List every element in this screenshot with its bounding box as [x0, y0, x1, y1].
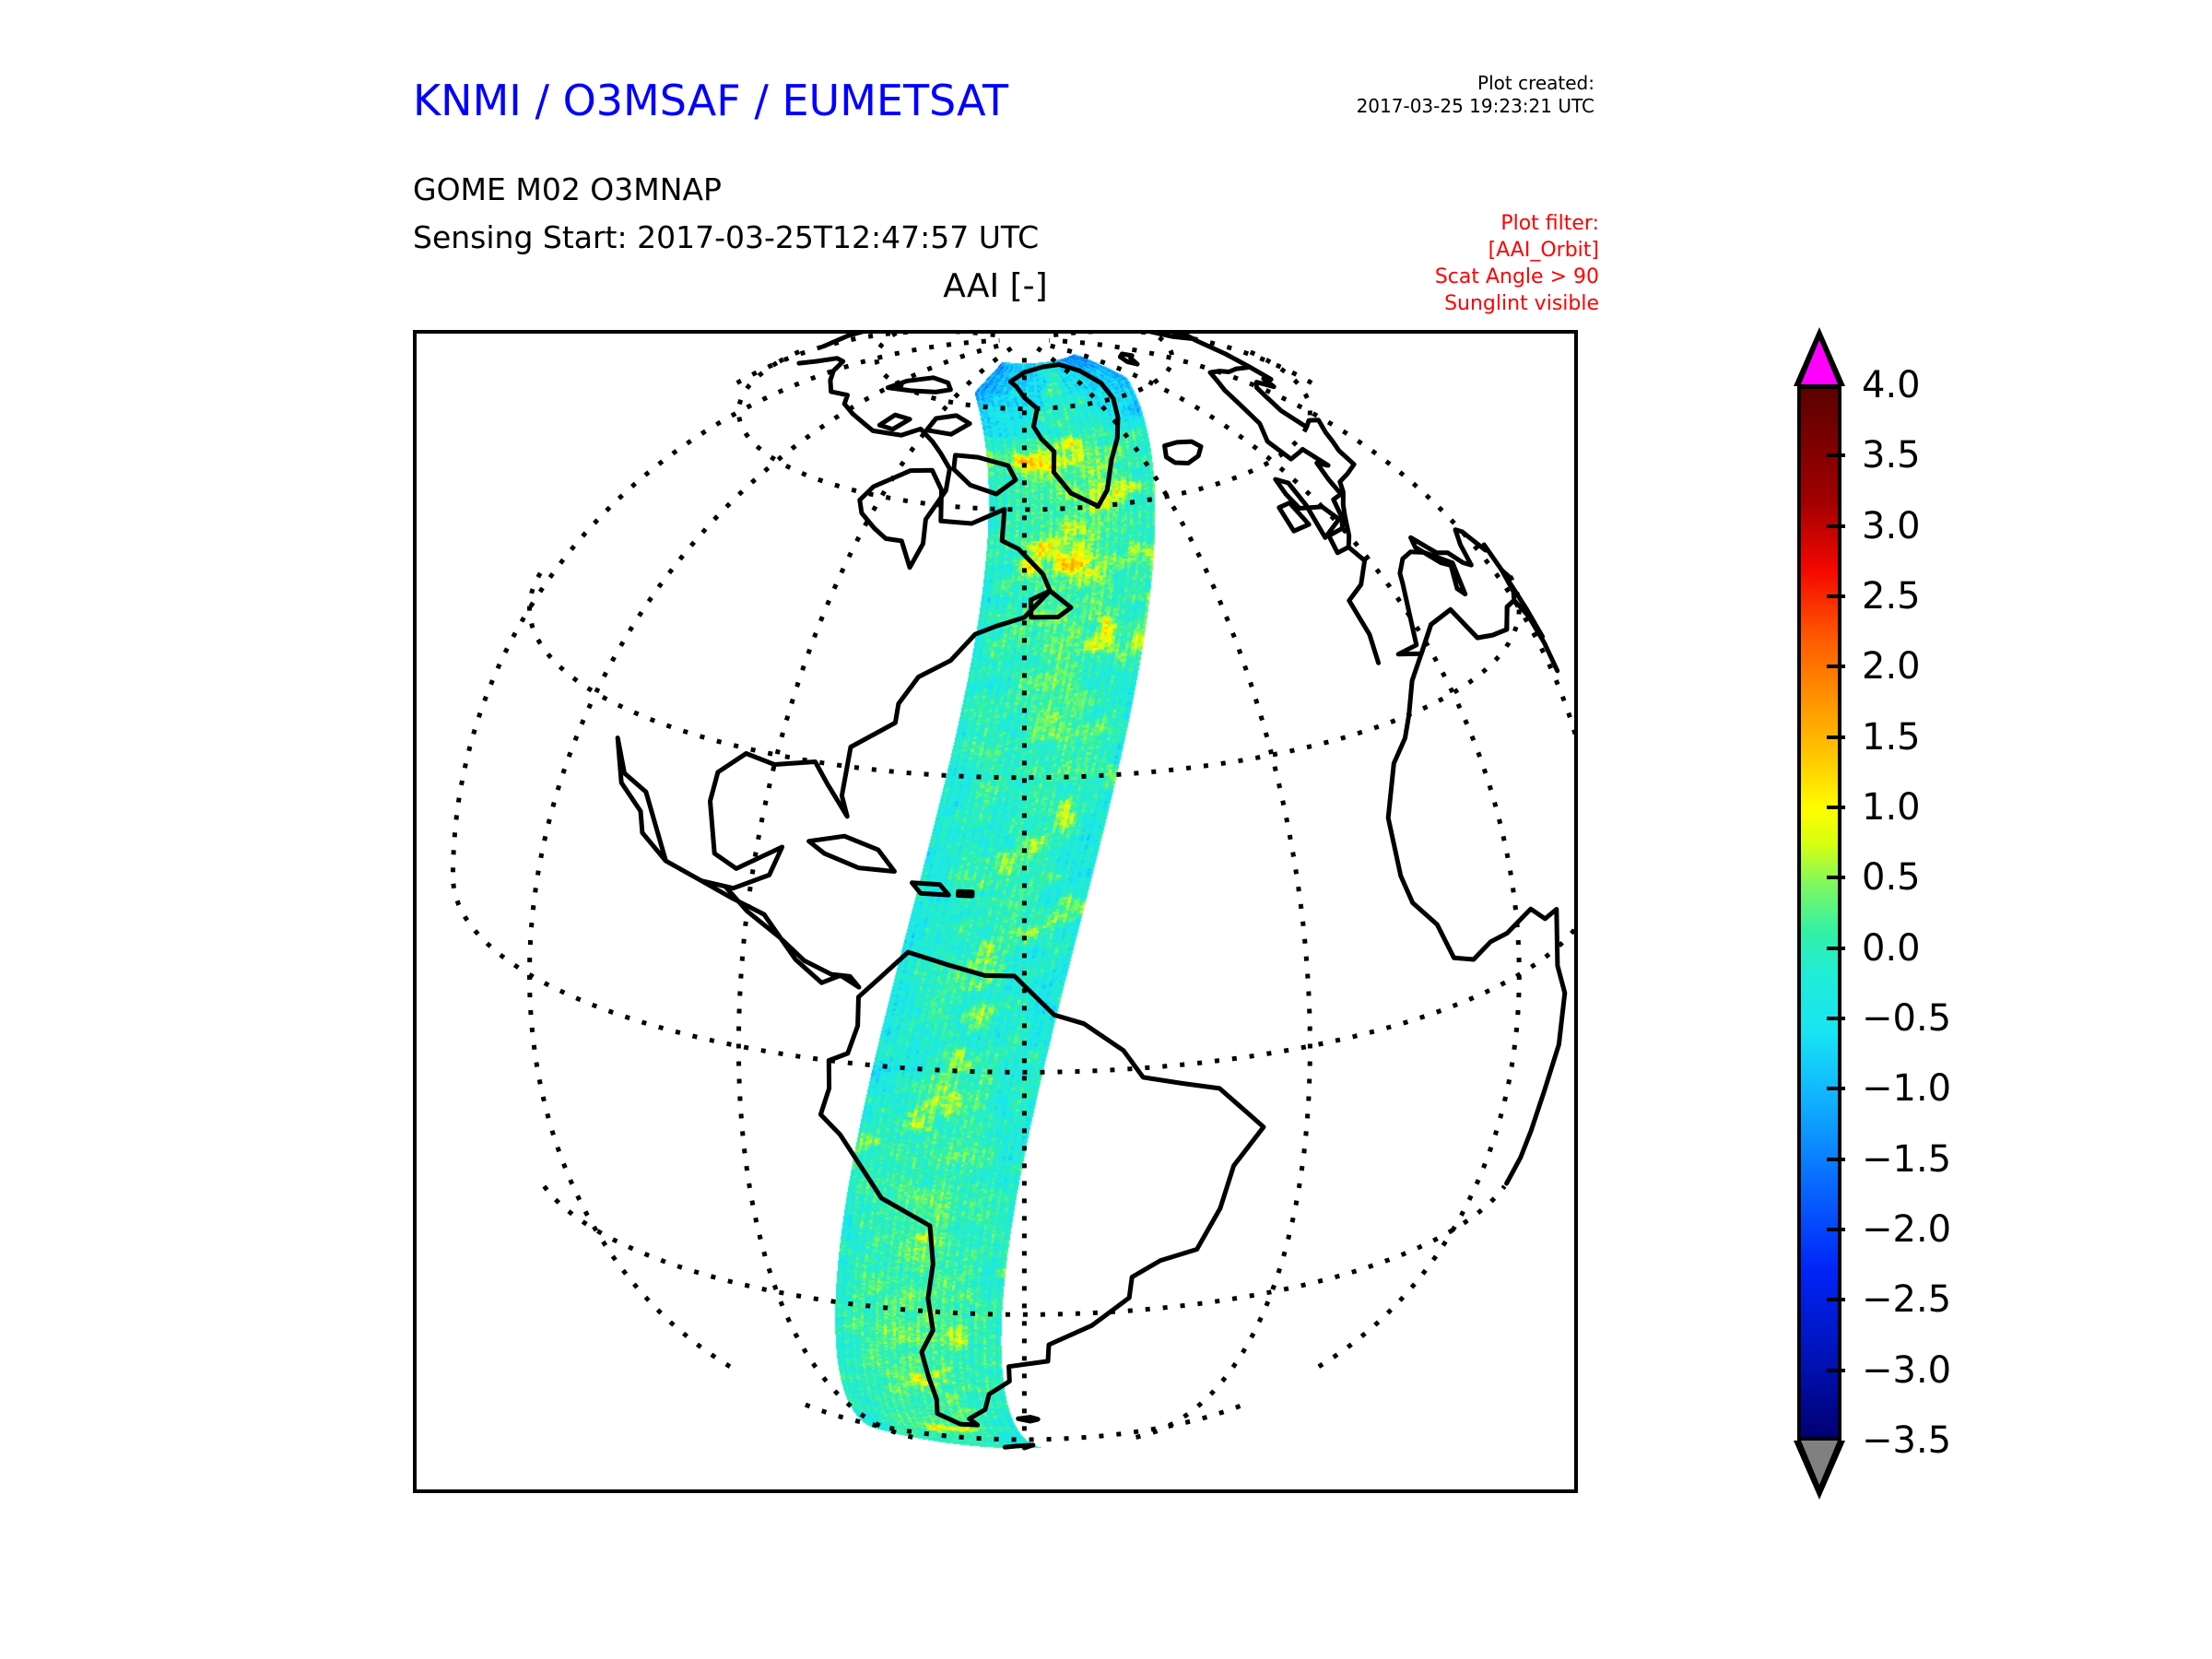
- axes-title: AAI [-]: [943, 267, 1048, 305]
- colorbar-tick-label: 3.0: [1862, 504, 1921, 547]
- colorbar-tick-label: 2.5: [1862, 575, 1921, 618]
- colorbar-tick: [1827, 524, 1845, 528]
- colorbar-tick: [1827, 1087, 1845, 1091]
- colorbar-under-arrow: [1801, 1441, 1838, 1485]
- plot-created-timestamp: 2017-03-25 19:23:21 UTC: [1356, 95, 1594, 117]
- colorbar-gradient: [1797, 385, 1841, 1441]
- colorbar-tick: [1827, 1368, 1845, 1372]
- plot-created-label: Plot created:: [1477, 72, 1594, 94]
- colorbar-tick-label: −0.5: [1862, 997, 1952, 1040]
- plot-created-block: Plot created: 2017-03-25 19:23:21 UTC: [1318, 72, 1594, 118]
- colorbar-tick: [1827, 946, 1845, 950]
- colorbar-tick-label: 0.0: [1862, 926, 1921, 970]
- colorbar-tick-label: −1.5: [1862, 1137, 1952, 1181]
- colorbar-tick-label: −2.5: [1862, 1278, 1952, 1322]
- colorbar-tick-label: −2.0: [1862, 1208, 1952, 1251]
- colorbar-tick-label: 2.0: [1862, 645, 1921, 688]
- plot-filter-orbit: [AAI_Orbit]: [1488, 239, 1599, 263]
- colorbar-tick: [1827, 453, 1845, 458]
- colorbar-tick-label: −3.5: [1862, 1419, 1952, 1462]
- sensing-start-subtitle: Sensing Start: 2017-03-25T12:47:57 UTC: [413, 219, 1040, 255]
- colorbar-tick: [1827, 594, 1845, 598]
- instrument-subtitle: GOME M02 O3MNAP: [413, 171, 722, 207]
- colorbar-tick: [1827, 665, 1845, 669]
- colorbar-tick-label: 3.5: [1862, 434, 1921, 477]
- map-overlay: [450, 334, 1574, 1451]
- colorbar-tick: [1827, 806, 1845, 809]
- colorbar-tick-label: −3.0: [1862, 1348, 1952, 1392]
- colorbar-tick: [1827, 1017, 1845, 1020]
- colorbar-over-arrow: [1801, 340, 1838, 384]
- colorbar-tick-label: 1.5: [1862, 715, 1921, 759]
- colorbar-tick: [1827, 735, 1845, 739]
- plot-filter-label: Plot filter:: [1500, 212, 1599, 235]
- colorbar-tick-label: 0.5: [1862, 856, 1921, 900]
- page-title: KNMI / O3MSAF / EUMETSAT: [413, 76, 1009, 125]
- plot-filter-sunglint: Sunglint visible: [1444, 292, 1599, 316]
- graticule: [450, 334, 1574, 1449]
- colorbar: 4.0 3.5 3.0 2.5 2.0 1.5 1.0 0.5 0.0 −0.5 −1.0 −1.5 −…: [1794, 327, 2181, 1500]
- colorbar-tick: [1827, 1298, 1845, 1302]
- colorbar-tick: [1827, 1228, 1845, 1231]
- aai-swath-heatmap: [417, 334, 1574, 1489]
- map-axes: [413, 330, 1578, 1493]
- colorbar-tick-label: 1.0: [1862, 786, 1921, 829]
- coastlines: [615, 334, 1568, 1451]
- colorbar-tick-label: −1.0: [1862, 1067, 1952, 1111]
- plot-filter-block: Plot filter: [AAI_Orbit] Scat Angle > 90…: [1309, 210, 1599, 317]
- plot-filter-scat-angle: Scat Angle > 90: [1434, 265, 1599, 289]
- colorbar-tick: [1827, 876, 1845, 880]
- colorbar-tick: [1827, 1157, 1845, 1161]
- colorbar-tick-label: 4.0: [1862, 364, 1921, 406]
